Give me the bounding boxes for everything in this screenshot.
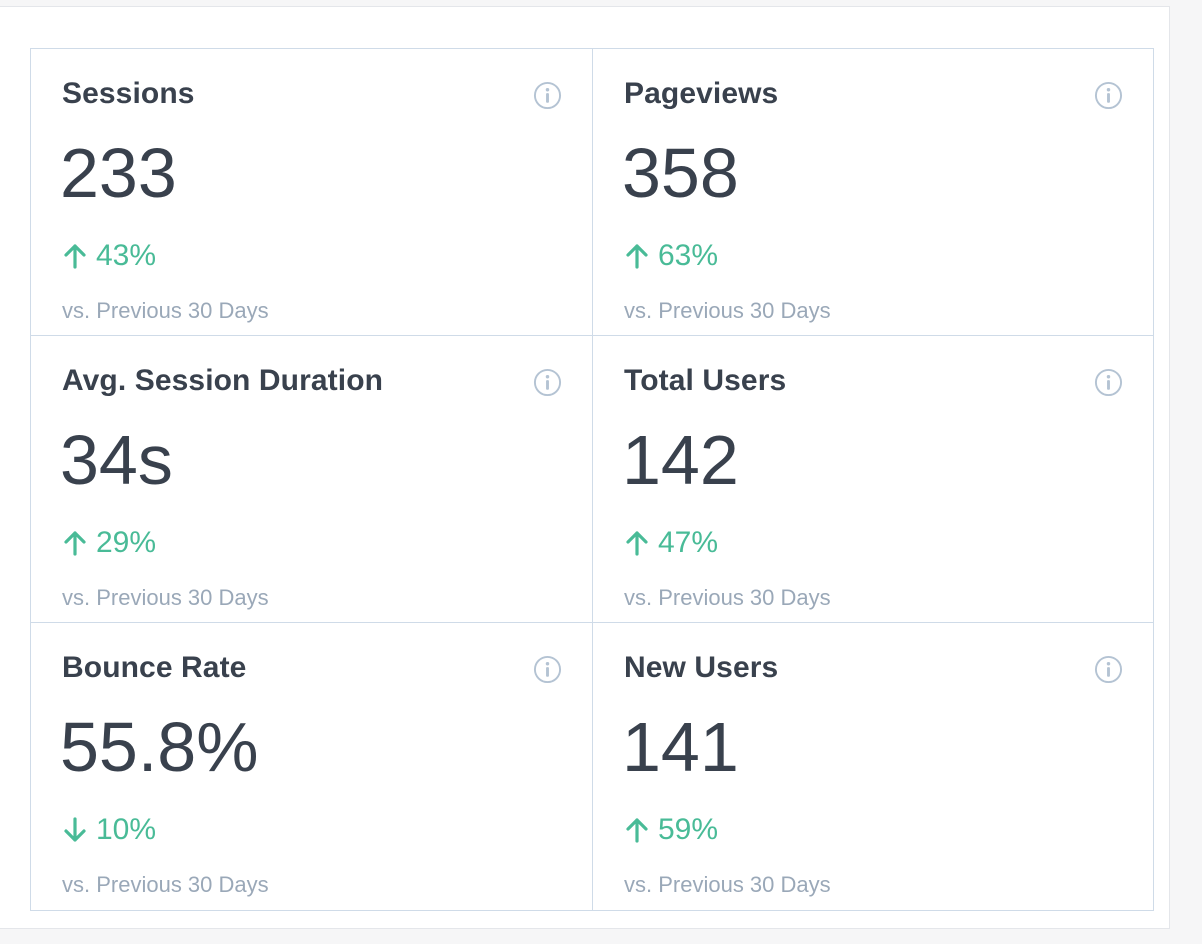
comparison-label: vs. Previous 30 Days <box>62 872 269 897</box>
metric-card-sessions: Sessions 233 43% vs. Previous 30 Days <box>31 49 593 336</box>
metric-value: 358 <box>622 134 739 212</box>
metric-change: 29% <box>62 526 156 560</box>
metric-value: 55.8% <box>60 708 259 786</box>
arrow-up-icon <box>626 244 648 269</box>
metric-card-pageviews: Pageviews 358 63% vs. Previous 30 Days <box>593 49 1153 336</box>
metric-change-value: 59% <box>658 813 719 846</box>
comparison-label: vs. Previous 30 Days <box>62 298 269 323</box>
metric-change-value: 29% <box>96 526 157 559</box>
metric-value: 141 <box>622 708 739 786</box>
metrics-grid: Sessions 233 43% vs. Previous 30 Days Pa… <box>30 48 1154 911</box>
metric-title: Avg. Session Duration <box>62 364 384 397</box>
metric-change: 63% <box>624 239 718 273</box>
metric-change-value: 10% <box>96 813 157 846</box>
info-icon[interactable] <box>533 655 562 684</box>
metric-title: Pageviews <box>624 77 779 110</box>
metric-title: Total Users <box>624 364 787 397</box>
metric-change: 43% <box>62 239 156 273</box>
metric-value: 34s <box>60 421 173 499</box>
metric-change-value: 47% <box>658 526 719 559</box>
arrow-up-icon <box>64 244 86 269</box>
arrow-up-icon <box>626 531 648 556</box>
metric-card-bounce-rate: Bounce Rate 55.8% 10% vs. Previous 30 Da… <box>31 623 593 910</box>
comparison-label: vs. Previous 30 Days <box>624 298 831 323</box>
info-icon[interactable] <box>1094 368 1123 397</box>
comparison-label: vs. Previous 30 Days <box>62 585 269 610</box>
metric-card-total-users: Total Users 142 47% vs. Previous 30 Days <box>593 336 1153 623</box>
metric-title: Bounce Rate <box>62 651 247 684</box>
info-icon[interactable] <box>1094 81 1123 110</box>
metric-change: 59% <box>624 813 718 847</box>
metric-value: 142 <box>622 421 739 499</box>
metric-value: 233 <box>60 134 177 212</box>
metric-change-value: 63% <box>658 239 719 272</box>
metric-title: New Users <box>624 651 779 684</box>
metric-change: 10% <box>62 813 156 847</box>
overview-panel: Sessions 233 43% vs. Previous 30 Days Pa… <box>0 6 1170 929</box>
info-icon[interactable] <box>533 81 562 110</box>
arrow-down-icon <box>64 817 86 842</box>
metric-title: Sessions <box>62 77 195 110</box>
arrow-up-icon <box>626 818 648 843</box>
info-icon[interactable] <box>1094 655 1123 684</box>
info-icon[interactable] <box>533 368 562 397</box>
comparison-label: vs. Previous 30 Days <box>624 872 831 897</box>
metric-change: 47% <box>624 526 718 560</box>
metric-card-avg-session-duration: Avg. Session Duration 34s 29% vs. Previo… <box>31 336 593 623</box>
comparison-label: vs. Previous 30 Days <box>624 585 831 610</box>
metric-change-value: 43% <box>96 239 157 272</box>
arrow-up-icon <box>64 531 86 556</box>
metric-card-new-users: New Users 141 59% vs. Previous 30 Days <box>593 623 1153 910</box>
